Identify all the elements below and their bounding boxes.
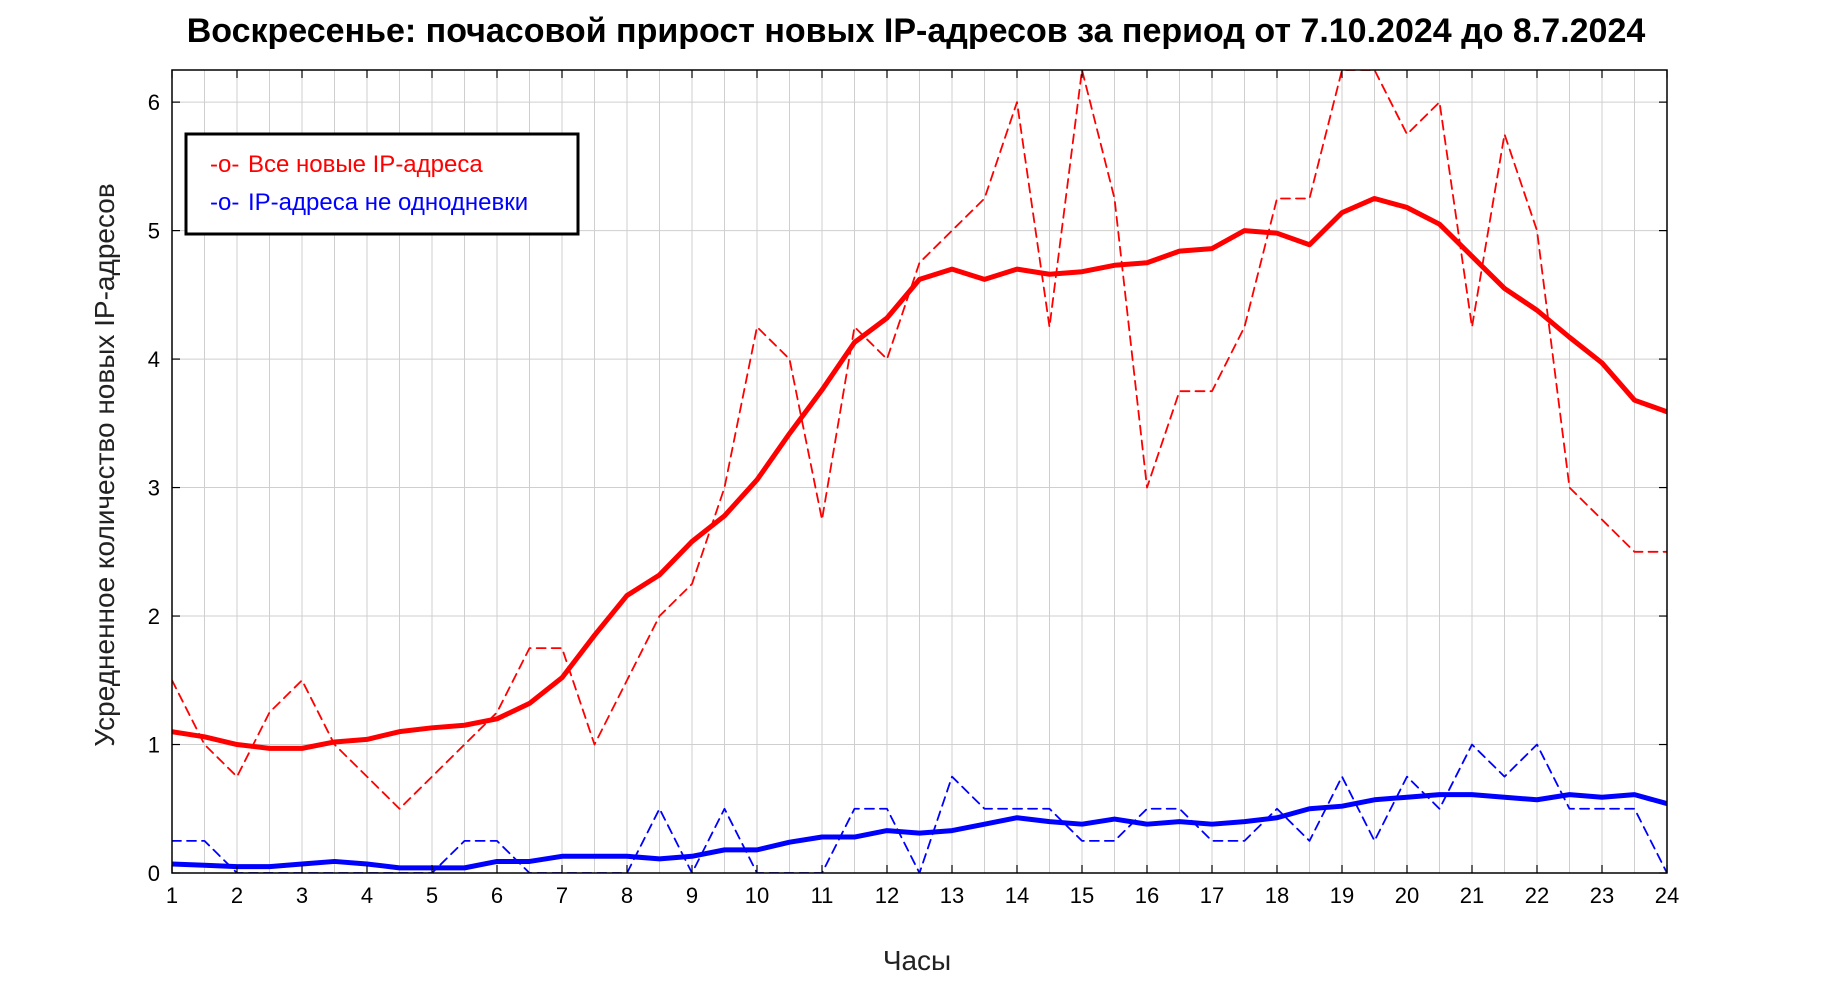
- x-tick-label: 15: [1070, 883, 1094, 908]
- x-tick-label: 14: [1005, 883, 1029, 908]
- x-tick-label: 2: [231, 883, 243, 908]
- x-tick-label: 18: [1265, 883, 1289, 908]
- x-tick-label: 16: [1135, 883, 1159, 908]
- chart-title: Воскресенье: почасовой прирост новых IP-…: [187, 12, 1646, 50]
- y-tick-label: 0: [148, 861, 160, 886]
- x-tick-label: 12: [875, 883, 899, 908]
- ticks: 1 2 3 4 5 6 7 8 9 10 11 12 13 14 15 16 17 18 19 20 21 22 23 240…: [148, 70, 1679, 908]
- legend-marker-all-new-ips: -o-: [210, 151, 239, 178]
- x-tick-label: 17: [1200, 883, 1224, 908]
- x-tick-label: 8: [621, 883, 633, 908]
- series-layer: [172, 70, 1667, 873]
- y-tick-label: 1: [148, 733, 160, 758]
- x-tick-label: 23: [1590, 883, 1614, 908]
- x-tick-label: 6: [491, 883, 503, 908]
- x-tick-label: 4: [361, 883, 373, 908]
- y-tick-label: 6: [148, 90, 160, 115]
- x-tick-label: 1: [166, 883, 178, 908]
- legend-entry-all-new-ips: -o- Все новые IP-адреса: [210, 151, 483, 178]
- series-all-new-ips-smoothed: [172, 195, 1667, 751]
- legend-label-all-new-ips: Все новые IP-адреса: [248, 151, 483, 178]
- series-non-one-day-ips-dashed: [172, 743, 1667, 873]
- x-tick-label: 3: [296, 883, 308, 908]
- y-tick-label: 3: [148, 476, 160, 501]
- x-tick-label: 21: [1460, 883, 1484, 908]
- y-tick-label: 2: [148, 604, 160, 629]
- legend-label-non-one-day-ips: IP-адреса не однодневки: [248, 189, 528, 216]
- legend: -o- Все новые IP-адреса -o- IP-адреса не…: [184, 132, 580, 236]
- x-tick-label: 9: [686, 883, 698, 908]
- series-non-one-day-ips-smoothed: [172, 792, 1667, 871]
- legend-box: [184, 132, 580, 236]
- x-tick-label: 11: [811, 883, 834, 908]
- x-tick-label: 22: [1525, 883, 1549, 908]
- legend-marker-non-one-day-ips: -o-: [210, 189, 239, 216]
- x-axis-label: Часы: [883, 945, 951, 976]
- y-axis-label: Усредненное количество новых IP-адресов: [89, 183, 120, 746]
- x-tick-label: 20: [1395, 883, 1419, 908]
- x-tick-label: 24: [1655, 883, 1679, 908]
- plot-frame: [171, 69, 1668, 874]
- x-tick-label: 7: [556, 883, 568, 908]
- y-tick-label: 5: [148, 219, 160, 244]
- legend-entry-non-one-day-ips: -o- IP-адреса не однодневки: [210, 189, 528, 216]
- x-tick-label: 5: [426, 883, 438, 908]
- x-tick-label: 10: [745, 883, 769, 908]
- x-tick-label: 13: [940, 883, 964, 908]
- y-tick-label: 4: [148, 347, 160, 372]
- x-tick-label: 19: [1330, 883, 1354, 908]
- series-all-new-ips-dashed: [172, 70, 1667, 810]
